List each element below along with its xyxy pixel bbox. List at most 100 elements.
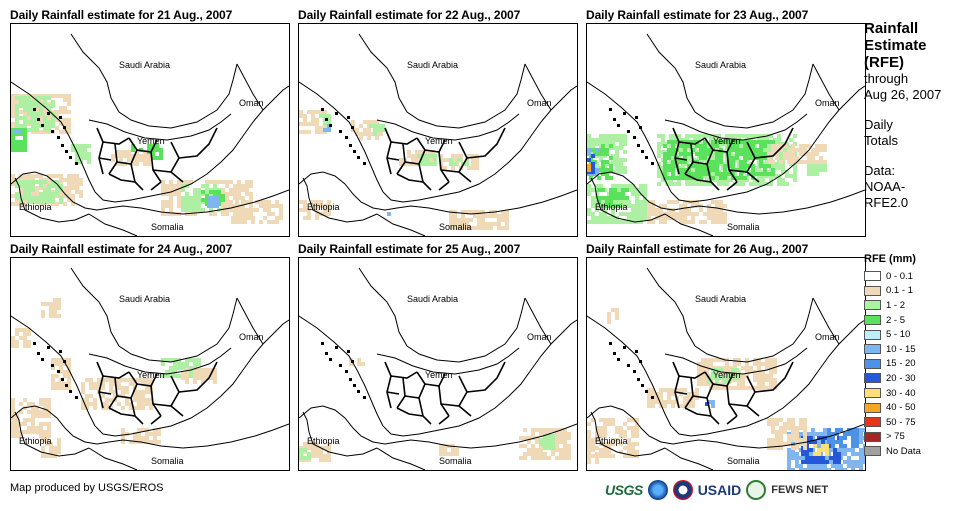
rainfall-cell xyxy=(587,184,591,188)
rainfall-cell xyxy=(497,214,501,218)
rainfall-cell xyxy=(715,160,719,164)
rainfall-cell xyxy=(39,426,43,430)
rainfall-cell xyxy=(855,452,859,456)
rainfall-cell xyxy=(35,190,39,194)
rainfall-cell xyxy=(439,448,443,452)
rainfall-cell xyxy=(421,158,425,162)
rainfall-cell xyxy=(63,202,67,206)
rainfall-cell xyxy=(315,130,319,134)
rainfall-cell xyxy=(229,180,233,184)
rainfall-cell xyxy=(635,212,639,216)
rainfall-cell xyxy=(49,306,53,310)
rainfall-cell xyxy=(263,204,267,208)
rainfall-cell xyxy=(67,126,71,130)
rainfall-cell xyxy=(727,156,731,160)
rainfall-cell xyxy=(539,432,543,436)
governorate-line xyxy=(386,157,400,161)
rainfall-cell xyxy=(197,188,201,192)
rainfall-cell xyxy=(705,358,709,362)
rainfall-cell xyxy=(643,208,647,212)
rainfall-cell xyxy=(375,120,379,124)
border-line xyxy=(236,63,264,111)
rainfall-cell xyxy=(237,180,241,184)
rainfall-cell xyxy=(71,186,75,190)
rainfall-cell xyxy=(587,212,591,216)
rainfall-cell xyxy=(619,138,623,142)
governorate-line xyxy=(728,375,756,407)
yemen-label: Yemen xyxy=(713,370,741,380)
rainfall-cell xyxy=(739,168,743,172)
rainfall-cell xyxy=(193,376,197,380)
rainfall-cell xyxy=(679,176,683,180)
ethiopia-label: Ethiopia xyxy=(595,202,628,212)
rainfall-cell xyxy=(703,144,707,148)
rainfall-cell xyxy=(833,456,837,460)
rainfall-cell xyxy=(687,152,691,156)
rainfall-cell xyxy=(823,428,827,432)
island-dot xyxy=(37,352,40,355)
rainfall-cell xyxy=(843,444,847,448)
rainfall-cell xyxy=(605,176,609,180)
legend-item: 5 - 10 xyxy=(864,327,964,342)
rainfall-cell xyxy=(719,148,723,152)
somalia-label: Somalia xyxy=(727,222,760,232)
rainfall-cell xyxy=(145,378,149,382)
rainfall-cell xyxy=(651,388,655,392)
rainfall-cell xyxy=(847,448,851,452)
rainfall-cell xyxy=(67,118,71,122)
rainfall-cell xyxy=(631,434,635,438)
rainfall-cell xyxy=(153,440,157,444)
rainfall-cell xyxy=(11,122,15,126)
rainfall-cell xyxy=(231,220,235,224)
rainfall-cell xyxy=(197,372,201,376)
rainfall-cell xyxy=(75,156,79,160)
rainfall-cell xyxy=(97,382,101,386)
rainfall-cell xyxy=(683,156,687,160)
rainfall-cell xyxy=(587,148,591,152)
rainfall-cell xyxy=(815,144,819,148)
rainfall-cell xyxy=(11,398,15,402)
governorate-line xyxy=(726,385,738,417)
rainfall-cell xyxy=(701,358,705,362)
border-line xyxy=(646,267,814,363)
rainfall-cell xyxy=(11,426,15,430)
rainfall-cell xyxy=(731,176,735,180)
rainfall-cell xyxy=(673,134,677,138)
rainfall-cell xyxy=(817,456,821,460)
island-dot xyxy=(61,144,64,147)
rainfall-cell xyxy=(699,152,703,156)
rainfall-cell xyxy=(733,134,737,138)
rainfall-cell xyxy=(683,208,687,212)
rainfall-cell xyxy=(475,162,479,166)
rainfall-cell xyxy=(559,452,563,456)
rainfall-cell xyxy=(623,150,627,154)
rainfall-cell xyxy=(779,438,783,442)
rainfall-cell xyxy=(719,156,723,160)
rainfall-cell xyxy=(55,180,59,184)
governorate-line xyxy=(108,173,136,183)
ethiopia-label: Ethiopia xyxy=(307,202,340,212)
rainfall-cell xyxy=(609,144,613,148)
rainfall-cell xyxy=(601,152,605,156)
rainfall-cell xyxy=(505,222,509,226)
governorate-line xyxy=(98,157,112,161)
rainfall-cell xyxy=(715,204,719,208)
rainfall-cell xyxy=(415,158,419,162)
rainfall-cell xyxy=(457,226,461,230)
rainfall-cell xyxy=(271,204,275,208)
island-dot xyxy=(613,118,616,121)
rainfall-cell xyxy=(47,124,51,128)
rainfall-cell xyxy=(271,212,275,216)
legend-label: 20 - 30 xyxy=(886,372,916,384)
rainfall-cell xyxy=(657,166,661,170)
rainfall-cell xyxy=(323,204,327,208)
rainfall-cell xyxy=(591,200,595,204)
rainfall-cell xyxy=(185,368,189,372)
rainfall-cell xyxy=(743,140,747,144)
boundaries xyxy=(11,33,289,236)
border-line xyxy=(88,213,138,236)
rainfall-cell xyxy=(587,452,591,456)
rainfall-cell xyxy=(67,130,71,134)
